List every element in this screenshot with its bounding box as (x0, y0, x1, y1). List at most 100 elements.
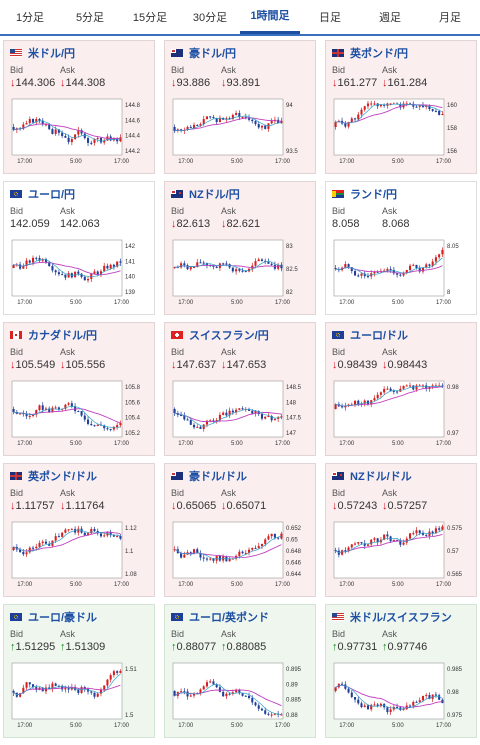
candle-body (273, 533, 276, 538)
price-chart[interactable]: 8.05 8 17:00 5:00 17:00 (332, 236, 472, 312)
pair-link[interactable]: 豪ドル/ドル (189, 471, 248, 483)
ma-short-line (335, 684, 443, 710)
price-chart-svg: 94 93.5 17:00 5:00 17:00 (172, 98, 298, 165)
rate-card[interactable]: ユーロ/豪ドル Bid Ask ↑1.51295 ↑1.51309 1.51 1.5 17:0… (3, 604, 155, 738)
price-chart[interactable]: 0.98 0.97 17:00 5:00 17:00 (332, 377, 472, 453)
price-chart[interactable]: 1.51 1.5 17:00 5:00 17:00 (10, 659, 150, 735)
pair-link[interactable]: 英ポンド/円 (350, 48, 409, 60)
ma-short-line (13, 673, 121, 696)
pair-link[interactable]: ユーロ/英ポンド (189, 612, 270, 624)
tab-1[interactable]: 5分足 (75, 12, 105, 24)
candle-body (247, 549, 251, 553)
rate-card[interactable]: 豪ドル/ドル Bid Ask ↓0.65065 ↓0.65071 0.652 0.65 0.6… (164, 463, 316, 597)
candle-body (212, 265, 215, 267)
country-flag-icon (332, 613, 344, 621)
candle-body (19, 693, 22, 697)
bid-label: Bid (10, 206, 24, 216)
candle-body (366, 705, 370, 710)
rate-card[interactable]: ユーロ/英ポンド Bid Ask ↑0.88077 ↑0.88085 0.895 0.89 0… (164, 604, 316, 738)
rate-card[interactable]: ランド/円 Bid Ask 8.058 8.068 8.05 8 17:00 5:00 17:00 (325, 181, 477, 315)
candle-body (363, 273, 366, 277)
pair-link[interactable]: 米ドル/円 (28, 48, 76, 60)
y-tick-label: 1.1 (125, 549, 134, 555)
x-tick-label: 17:00 (178, 159, 194, 165)
y-tick-label: 144.2 (125, 149, 141, 155)
price-chart[interactable]: 83 82.5 82 17:00 5:00 17:00 (171, 236, 311, 312)
pair-link[interactable]: 豪ドル/円 (189, 48, 237, 60)
rate-card[interactable]: 米ドル/円 Bid Ask ↓144.306 ↓144.308 144.8 144.6 144… (3, 40, 155, 174)
tab-3[interactable]: 30分足 (192, 12, 228, 24)
x-tick-label: 17:00 (17, 441, 33, 447)
pair-link[interactable]: ユーロ/ドル (350, 330, 409, 342)
rate-card[interactable]: NZドル/円 Bid Ask ↓82.613 ↓82.621 83 82.5 82 17:00 5… (164, 181, 316, 315)
candle-body (209, 116, 212, 118)
y-tick-label: 105.8 (125, 385, 141, 391)
candle-body (183, 554, 186, 558)
candle-body (103, 425, 106, 429)
price-chart[interactable]: 160 158 156 17:00 5:00 17:00 (332, 95, 472, 171)
candle-body (357, 400, 360, 405)
pair-link[interactable]: スイスフラン/円 (189, 330, 269, 342)
price-chart[interactable]: 105.8 105.6 105.4 105.2 17:00 5:00 17:00 (10, 377, 150, 453)
candle-body (196, 426, 199, 428)
candle-body (347, 547, 350, 552)
y-tick-label: 0.97 (447, 431, 459, 437)
rate-card[interactable]: ユーロ/ドル Bid Ask ↓0.98439 ↓0.98443 0.98 0.97 17:0… (325, 322, 477, 456)
pair-link[interactable]: 英ポンド/ドル (28, 471, 98, 483)
rate-card[interactable]: カナダドル/円 Bid Ask ↓105.549 ↓105.556 105.8 105.6 1… (3, 322, 155, 456)
rate-card[interactable]: スイスフラン/円 Bid Ask ↓147.637 ↓147.653 148.5 148 14… (164, 322, 316, 456)
pair-link[interactable]: 米ドル/スイスフラン (350, 612, 452, 624)
price-chart[interactable]: 94 93.5 17:00 5:00 17:00 (171, 95, 311, 171)
pair-link[interactable]: ユーロ/円 (28, 189, 76, 201)
tab-6[interactable]: 週足 (379, 12, 401, 24)
tab-0[interactable]: 1分足 (15, 12, 45, 24)
bid-value: 0.97731 (337, 641, 378, 653)
candle-body (241, 551, 244, 554)
price-chart[interactable]: 0.985 0.98 0.975 17:00 5:00 17:00 (332, 659, 472, 735)
candle-body (228, 410, 231, 416)
rate-card[interactable]: ユーロ/円 Bid Ask 142.059 142.063 142 141 140 139 17:… (3, 181, 155, 315)
price-chart[interactable]: 0.575 0.57 0.565 17:00 5:00 17:00 (332, 518, 472, 594)
tab-7[interactable]: 月足 (439, 12, 461, 24)
price-chart[interactable]: 144.8 144.6 144.4 144.2 17:00 5:00 17:00 (10, 95, 150, 171)
price-chart[interactable]: 142 141 140 139 17:00 5:00 17:00 (10, 236, 150, 312)
y-tick-label: 0.644 (286, 572, 302, 578)
tab-4[interactable]: 1時間足 (240, 0, 300, 34)
ask-value: 1.11764 (65, 500, 105, 512)
rate-card[interactable]: 豪ドル/円 Bid Ask ↓93.886 ↓93.891 94 93.5 17:00 5:00… (164, 40, 316, 174)
rate-card[interactable]: 英ポンド/ドル Bid Ask ↓1.11757 ↓1.11764 1.12 1.1 1.08… (3, 463, 155, 597)
price-chart[interactable]: 0.895 0.89 0.885 0.88 17:00 5:00 17:00 (171, 659, 311, 735)
candle-body (180, 553, 183, 558)
rate-card[interactable]: 英ポンド/円 Bid Ask ↓161.277 ↓161.284 160 158 156 17:… (325, 40, 477, 174)
price-chart[interactable]: 1.12 1.1 1.08 17:00 5:00 17:00 (10, 518, 150, 594)
price-chart[interactable]: 0.652 0.65 0.648 0.646 0.644 17:00 5:00 17:00 (171, 518, 311, 594)
ma-long-line (174, 117, 282, 132)
y-tick-label: 141 (125, 259, 136, 265)
pair-link[interactable]: カナダドル/円 (28, 330, 98, 342)
candle-body (257, 705, 260, 709)
y-tick-label: 0.89 (286, 682, 298, 688)
pair-link[interactable]: ランド/円 (350, 189, 398, 201)
pair-link[interactable]: ユーロ/豪ドル (28, 612, 98, 624)
bid-value-wrap: ↑1.51295 (10, 641, 60, 653)
candle-body (28, 119, 31, 124)
price-chart[interactable]: 148.5 148 147.5 147 17:00 5:00 17:00 (171, 377, 311, 453)
candle-body (109, 532, 112, 536)
pair-link[interactable]: NZドル/ドル (350, 471, 412, 483)
bid-value: 82.613 (176, 218, 211, 230)
bid-label: Bid (332, 206, 346, 216)
arrow-down-icon: ↓ (10, 500, 16, 512)
x-tick-label: 5:00 (392, 159, 404, 165)
candle-body (202, 119, 205, 124)
pair-link[interactable]: NZドル/円 (189, 189, 240, 201)
tab-2[interactable]: 15分足 (132, 12, 168, 24)
candle-body (99, 533, 103, 537)
candle-body (218, 687, 221, 692)
candle-body (357, 114, 360, 120)
arrow-down-icon: ↓ (382, 359, 388, 371)
candle-body (112, 427, 115, 430)
ask-value: 93.891 (226, 77, 261, 89)
rate-card[interactable]: 米ドル/スイスフラン Bid Ask ↑0.97731 ↑0.97746 0.985 0.9… (325, 604, 477, 738)
rate-card[interactable]: NZドル/ドル Bid Ask ↓0.57243 ↓0.57257 0.575 0.57 0.… (325, 463, 477, 597)
tab-5[interactable]: 日足 (319, 12, 341, 24)
